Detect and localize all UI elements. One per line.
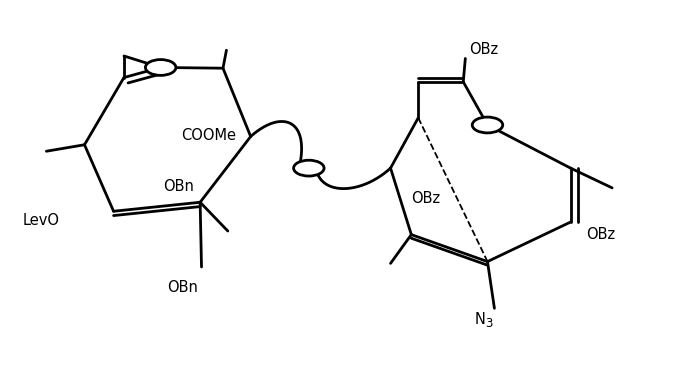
Circle shape <box>294 160 324 176</box>
Text: 3: 3 <box>485 317 493 330</box>
Text: OBz: OBz <box>469 42 498 57</box>
Text: OBz: OBz <box>411 191 440 206</box>
Text: COOMe: COOMe <box>181 128 237 143</box>
Text: LevO: LevO <box>22 213 59 228</box>
Circle shape <box>145 59 176 76</box>
Text: N: N <box>475 312 486 327</box>
Text: OBn: OBn <box>163 178 194 193</box>
Text: OBz: OBz <box>586 227 616 242</box>
Text: OBn: OBn <box>168 280 198 295</box>
Circle shape <box>473 117 503 133</box>
